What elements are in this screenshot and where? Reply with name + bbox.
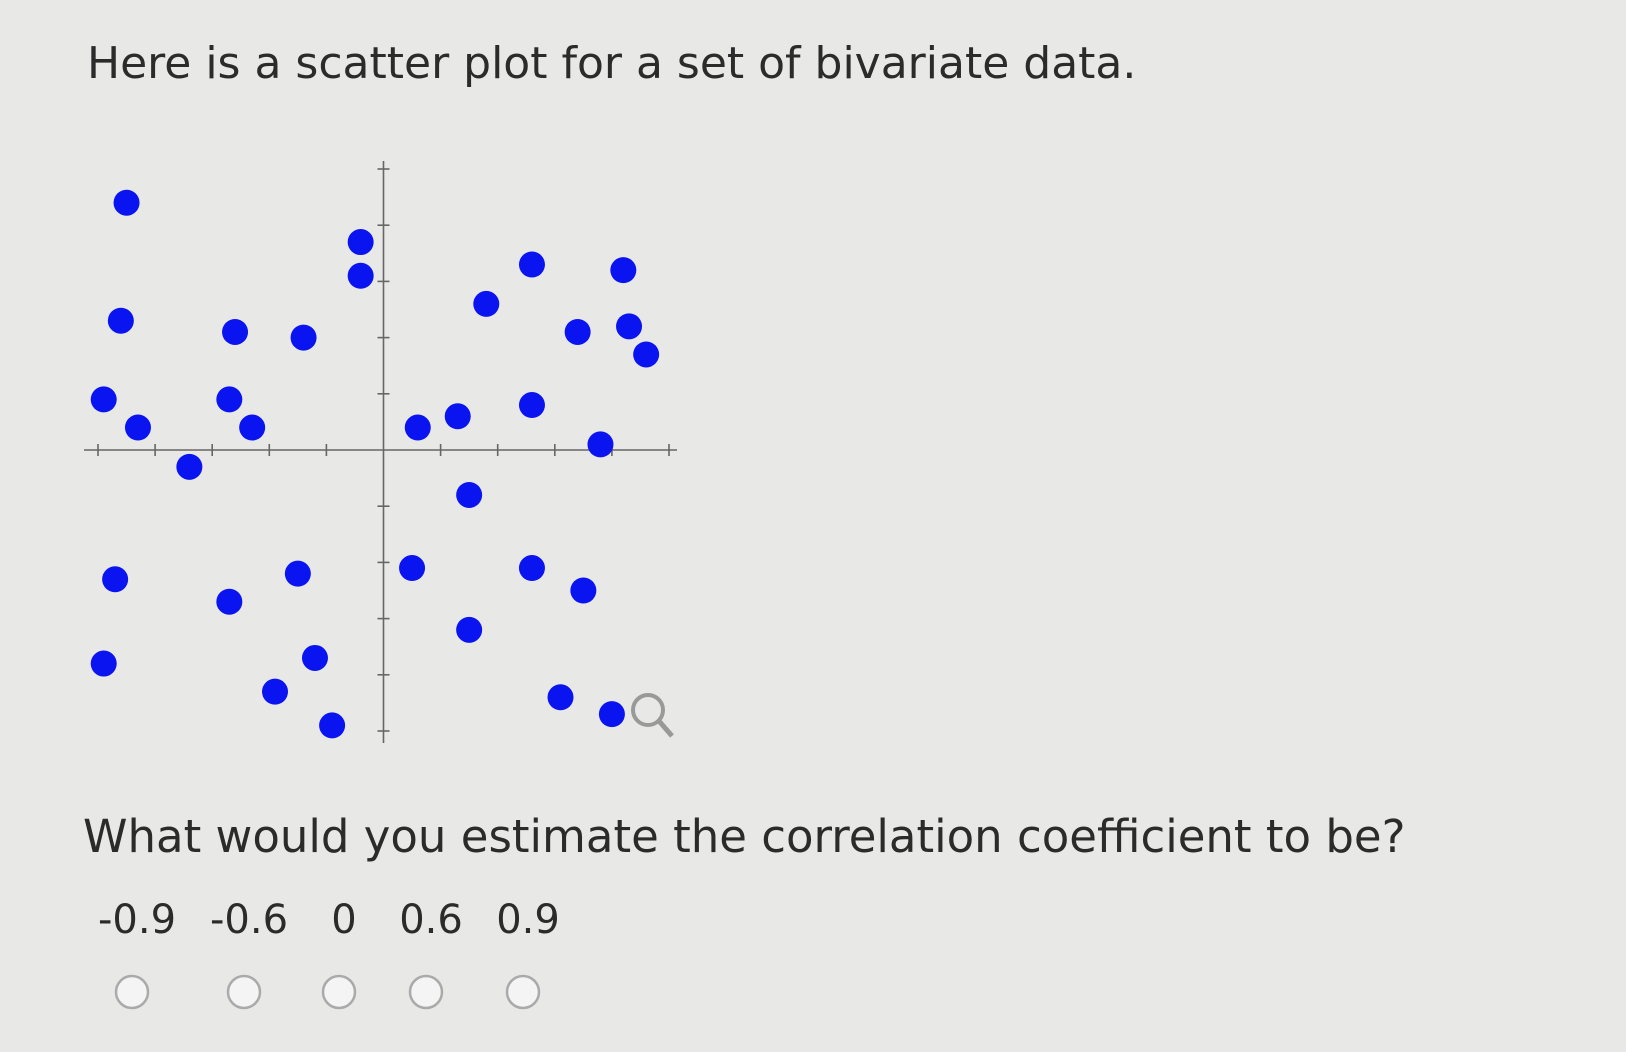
- point: [444, 403, 471, 430]
- point: [124, 414, 151, 441]
- options: -0.9 -0.6 0 0.6 0.9: [98, 897, 560, 1010]
- point: [216, 386, 243, 413]
- point: [473, 290, 500, 317]
- point: [90, 386, 117, 413]
- point: [113, 189, 140, 216]
- point: [587, 431, 614, 458]
- point: [456, 616, 483, 643]
- option-label: 0: [331, 897, 356, 943]
- point: [102, 566, 129, 593]
- point: [518, 392, 545, 419]
- question: What would you estimate the correlation …: [83, 810, 1405, 863]
- point: [290, 324, 317, 351]
- point: [90, 650, 117, 677]
- point: [598, 701, 625, 728]
- point: [222, 318, 249, 345]
- option-label: 0.9: [496, 897, 560, 943]
- point: [216, 588, 243, 615]
- point: [319, 712, 346, 739]
- option-label: -0.6: [210, 897, 288, 943]
- radio-button[interactable]: [321, 974, 357, 1010]
- radio-button[interactable]: [226, 974, 262, 1010]
- point: [633, 341, 660, 368]
- point: [610, 257, 637, 284]
- point: [262, 678, 289, 705]
- point: [404, 414, 431, 441]
- point: [347, 229, 374, 256]
- point: [456, 481, 483, 508]
- point: [570, 577, 597, 604]
- point: [399, 555, 426, 582]
- radio-button[interactable]: [408, 974, 444, 1010]
- point: [107, 307, 134, 334]
- point: [518, 555, 545, 582]
- zoom-icon[interactable]: [631, 693, 674, 738]
- point: [547, 684, 574, 711]
- point: [564, 318, 591, 345]
- point: [176, 453, 203, 480]
- option-label: 0.6: [399, 897, 463, 943]
- radio-button[interactable]: [505, 974, 541, 1010]
- point: [301, 644, 328, 671]
- point: [616, 313, 643, 340]
- option-label: -0.9: [98, 897, 176, 943]
- point: [239, 414, 266, 441]
- point: [284, 560, 311, 587]
- point: [347, 262, 374, 289]
- point: [518, 251, 545, 278]
- scatter-plot: [84, 161, 677, 743]
- radio-button[interactable]: [114, 974, 150, 1010]
- title: Here is a scatter plot for a set of biva…: [87, 38, 1136, 89]
